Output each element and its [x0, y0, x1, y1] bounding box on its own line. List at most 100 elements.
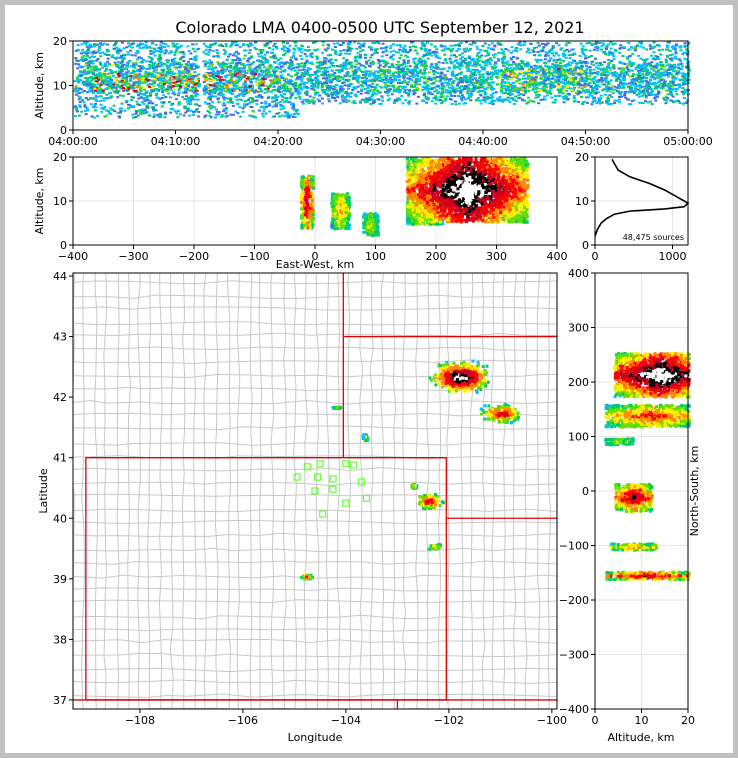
source-mark	[648, 79, 652, 82]
source-mark	[383, 82, 387, 85]
source-mark	[354, 77, 358, 80]
source-mark	[140, 65, 144, 68]
source-mark	[502, 72, 506, 75]
source-mark	[413, 62, 417, 65]
source-mark	[209, 95, 213, 98]
source-mark	[299, 86, 303, 89]
source-mark	[683, 75, 687, 78]
source-mark	[465, 87, 469, 90]
source-mark	[457, 62, 461, 65]
source-mark	[136, 43, 140, 46]
source-mark	[88, 87, 92, 90]
source-mark	[399, 71, 403, 74]
source-mark	[637, 95, 641, 98]
source-mark	[249, 81, 253, 84]
source-mark	[120, 69, 124, 72]
source-mark	[427, 77, 431, 80]
source-mark	[363, 70, 367, 73]
source-mark	[153, 61, 157, 64]
source-mark	[78, 65, 82, 68]
source-mark	[670, 73, 674, 76]
source-mark	[287, 61, 291, 64]
source-mark	[297, 47, 301, 50]
source-mark	[677, 100, 681, 103]
source-mark	[272, 44, 276, 47]
source-mark	[333, 72, 337, 75]
source-mark	[95, 100, 99, 103]
source-mark	[606, 83, 610, 86]
source-mark	[666, 85, 670, 88]
source-mark	[140, 60, 144, 63]
source-mark	[221, 61, 225, 64]
source-mark	[565, 89, 569, 92]
source-mark	[305, 81, 309, 84]
source-mark	[164, 49, 168, 52]
source-mark	[590, 72, 594, 75]
source-mark	[364, 74, 368, 77]
source-mark	[108, 68, 112, 71]
source-mark	[212, 87, 216, 90]
source-mark	[167, 84, 171, 87]
source-mark	[447, 86, 451, 89]
source-mark	[142, 88, 146, 91]
source-mark	[644, 84, 648, 87]
source-mark	[185, 64, 189, 67]
source-mark	[176, 79, 180, 82]
source-mark	[315, 78, 319, 81]
source-mark	[402, 47, 406, 50]
source-mark	[289, 79, 293, 82]
source-mark	[232, 67, 236, 70]
source-mark	[120, 102, 124, 105]
source-mark	[246, 43, 250, 46]
source-mark	[162, 101, 166, 104]
source-mark	[468, 74, 472, 77]
source-mark	[98, 52, 102, 55]
source-mark	[155, 49, 159, 52]
source-mark	[187, 50, 191, 53]
source-mark	[111, 71, 115, 74]
source-mark	[432, 82, 436, 85]
source-mark	[673, 63, 677, 66]
source-mark	[77, 91, 81, 94]
source-mark	[167, 59, 171, 62]
source-mark	[343, 84, 347, 87]
source-mark	[582, 60, 586, 63]
source-mark	[460, 81, 464, 84]
source-mark	[296, 93, 300, 96]
source-mark	[464, 66, 468, 69]
source-mark	[108, 92, 112, 95]
source-mark	[274, 46, 278, 49]
source-mark	[316, 61, 320, 64]
source-mark	[587, 96, 591, 99]
source-mark	[250, 105, 254, 108]
source-mark	[251, 98, 255, 101]
source-mark	[499, 43, 503, 46]
source-mark	[267, 86, 271, 89]
source-mark	[258, 60, 262, 63]
source-mark	[342, 57, 346, 60]
source-mark	[414, 78, 418, 81]
source-mark	[103, 72, 107, 75]
source-mark	[87, 46, 91, 49]
source-mark	[370, 53, 374, 56]
source-mark	[214, 77, 218, 80]
source-mark	[290, 64, 294, 67]
source-mark	[184, 66, 188, 69]
source-mark	[115, 90, 119, 93]
source-mark	[344, 96, 348, 99]
source-mark	[561, 95, 565, 98]
source-mark	[173, 62, 177, 65]
source-mark	[672, 75, 676, 78]
source-mark	[99, 43, 103, 46]
source-mark	[535, 60, 539, 63]
source-mark	[151, 64, 155, 67]
source-mark	[136, 94, 140, 97]
source-mark	[74, 89, 78, 92]
source-mark	[623, 73, 627, 76]
source-mark	[286, 89, 290, 92]
source-mark	[560, 67, 564, 70]
source-mark	[404, 51, 408, 54]
source-mark	[595, 86, 599, 89]
source-mark	[236, 57, 240, 60]
source-mark	[295, 66, 299, 69]
